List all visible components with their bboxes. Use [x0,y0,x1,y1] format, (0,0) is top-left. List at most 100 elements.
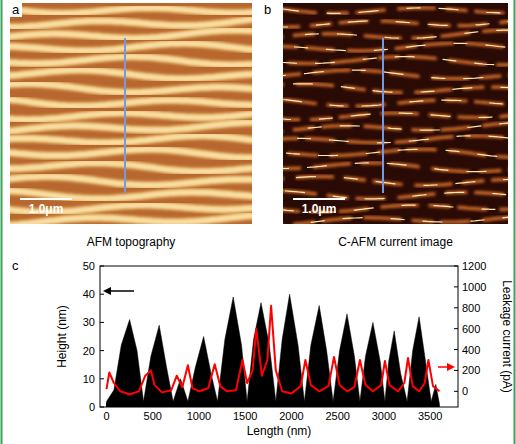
y2-tick-label: 1000 [462,281,486,293]
y2-tick-label: 0 [462,385,468,397]
x-axis-title: Length (nm) [247,424,312,438]
x-tick-label: 2500 [325,410,349,422]
y-tick [100,322,104,323]
y2-axis-title: Leakage current (pA) [500,280,514,393]
y2-tick-label: 200 [462,364,480,376]
ridge [10,99,252,106]
x-tick-label: 3000 [372,410,396,422]
current-streak-bright [283,84,508,93]
y2-tick-label: 600 [462,323,480,335]
frame-line [1,0,3,444]
ridge-top [10,57,252,65]
ridge-top [10,70,252,79]
current-streak [283,113,508,120]
ridge [10,177,252,186]
current-streak [283,177,508,186]
ridge [10,136,252,143]
y2-tick [454,266,458,267]
axis-arrow-head [447,363,455,371]
current-streak [283,99,508,106]
ridge-top [10,84,252,93]
x-tick [198,403,199,407]
x-tick [430,403,431,407]
panel-label-bg [10,3,22,17]
x-tick-label: 500 [144,410,162,422]
ridge [10,163,252,172]
ridge-top [10,43,252,51]
ridge [10,123,252,132]
current-streak [283,8,508,13]
panel-label: b [264,2,271,17]
ridge-top [10,113,252,120]
current-streak [283,149,508,157]
y2-tick [454,349,458,350]
y-tick [100,266,104,267]
image [10,3,252,224]
current-streak [283,191,508,199]
ridge-top [10,99,252,106]
x-tick-label: 3500 [418,410,442,422]
ridge [10,216,252,225]
ridge-top [10,191,252,199]
current-streak-bright [283,136,508,143]
current-streak [283,163,508,172]
scale-bar-label: 1.0μm [29,202,64,216]
x-tick-label: 1000 [187,410,211,422]
ridge [10,149,252,158]
current-line [107,306,440,395]
current-streak [283,30,508,38]
y2-tick-label: 800 [462,302,480,314]
plot-area [107,294,440,407]
y2-tick [454,391,458,392]
ridge-top [10,163,252,172]
panel-caption: AFM topography [87,235,176,249]
ridge-top [10,216,252,225]
axis-arrow [109,290,134,292]
y-tick [100,294,104,295]
ridge-top [10,177,252,186]
ridge [10,30,252,38]
y-tick-label: 40 [83,288,95,300]
current-streak [283,70,508,79]
current-streak [283,84,508,93]
ridge-top [10,149,252,158]
current-streak-bright [283,30,508,38]
panel-label: a [12,2,20,17]
current-streak-bright [283,57,508,65]
y2-tick-label: 400 [462,344,480,356]
ridge [10,43,252,51]
current-streak-bright [283,163,508,172]
scale-bar-label: 1.0μm [302,202,337,216]
current-streak [283,57,508,65]
current-streak-bright [283,70,508,79]
figure: 1.0μm a AFM topography 1.0μm b C-AFM current … [0,0,516,444]
axis-arrow-head [103,287,111,295]
x-tick [245,403,246,407]
y-tick-label: 30 [83,316,95,328]
ridge [10,113,252,120]
current-streak-bright [283,99,508,106]
x-tick [291,403,292,407]
current-streak-bright [283,8,508,13]
ridge-top [10,19,252,27]
y2-tick [454,286,458,287]
current-streak [283,21,508,27]
height-area [107,294,440,407]
current-streak [283,217,508,224]
y2-tick [454,370,458,371]
x-tick [152,403,153,407]
y-tick-label: 20 [83,345,95,357]
y2-tick [454,307,458,308]
panel-caption: C-AFM current image [338,235,453,249]
y-tick-label: 50 [83,260,95,272]
ridge [10,19,252,27]
x-tick [383,403,384,407]
x-tick-label: 0 [103,410,109,422]
y-tick-label: 10 [83,373,95,385]
ridge-top [10,123,252,132]
y-tick [100,350,104,351]
current-streak-bright [283,43,508,51]
scale-bar [20,198,72,200]
y-tick-label: 0 [89,401,95,413]
ridge [10,84,252,93]
